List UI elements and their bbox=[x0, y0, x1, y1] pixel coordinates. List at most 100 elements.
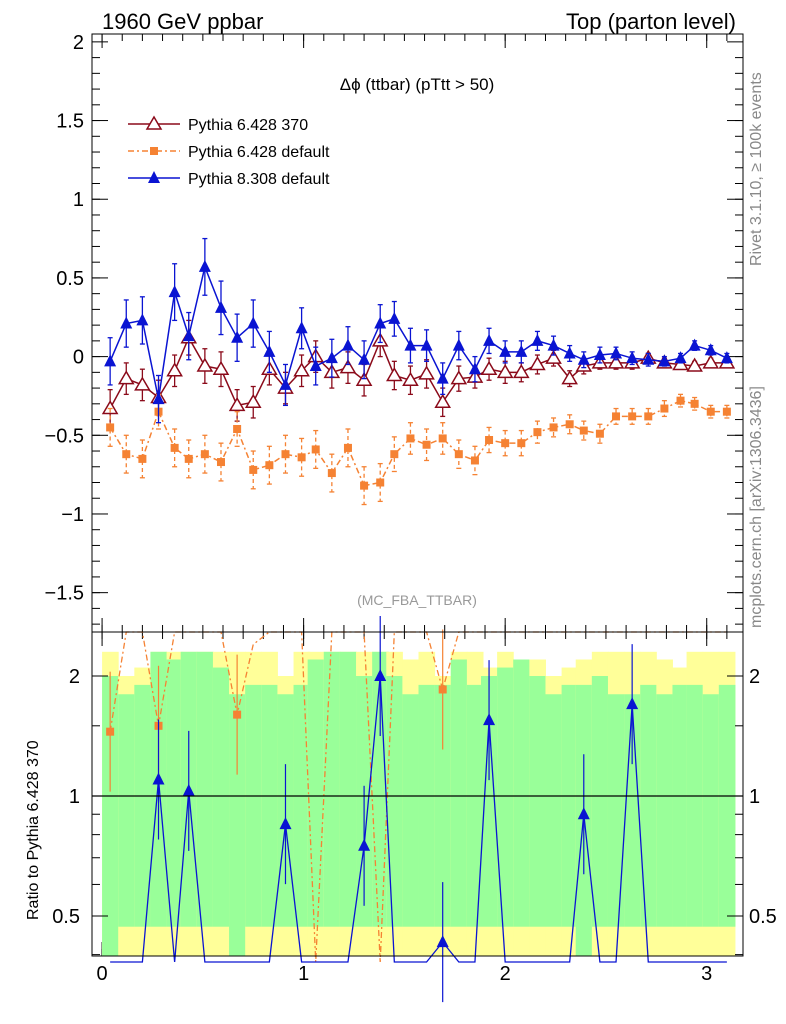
data-point bbox=[674, 351, 687, 364]
uncertainty-band-inner bbox=[386, 676, 403, 927]
data-point bbox=[533, 428, 542, 437]
ratio-y-tick-label: 1 bbox=[69, 786, 80, 808]
data-point bbox=[626, 351, 639, 364]
data-point bbox=[642, 352, 655, 365]
data-point bbox=[402, 371, 419, 386]
ratio-point bbox=[106, 727, 115, 736]
data-point bbox=[577, 352, 590, 365]
data-point bbox=[452, 338, 465, 351]
main-axes: 0 1 2 3 −1.5 −1 −0.5 0 0.5 1 1.5 2 bbox=[45, 32, 743, 985]
data-point bbox=[106, 423, 115, 432]
data-point bbox=[297, 453, 306, 462]
ratio-ylabel: Ratio to Pythia 6.428 370 bbox=[25, 740, 42, 920]
series-line bbox=[109, 264, 728, 400]
uncertainty-band-inner bbox=[591, 676, 609, 927]
legend-label: Pythia 6.428 default bbox=[188, 144, 330, 161]
data-point bbox=[200, 450, 209, 459]
data-point bbox=[422, 440, 431, 449]
y-tick-label: 1.5 bbox=[56, 111, 84, 133]
uncertainty-band-inner bbox=[166, 659, 184, 927]
data-point bbox=[279, 377, 292, 390]
uncertainty-band-inner bbox=[529, 676, 546, 927]
data-point bbox=[117, 370, 135, 385]
data-point bbox=[265, 461, 274, 470]
data-point bbox=[358, 352, 371, 365]
data-point bbox=[343, 443, 352, 452]
data-point bbox=[722, 407, 731, 416]
ratio-point bbox=[182, 783, 195, 796]
uncertainty-band-inner bbox=[497, 667, 514, 927]
data-point bbox=[512, 363, 530, 379]
ratio-axes: 0.5 0.5 1 1 2 2 bbox=[52, 666, 777, 956]
data-point bbox=[676, 396, 685, 405]
y-tick-label: −1 bbox=[61, 504, 84, 526]
ratio-line bbox=[110, 675, 727, 963]
data-point bbox=[281, 450, 290, 459]
ratio-frame bbox=[91, 631, 744, 957]
data-point bbox=[152, 392, 165, 405]
y-tick-label: 0 bbox=[73, 347, 84, 369]
legend-marker bbox=[145, 115, 163, 130]
watermark: (MC_FBA_TTBAR) bbox=[357, 592, 477, 608]
uncertainty-band-inner bbox=[466, 684, 484, 927]
data-point bbox=[610, 346, 623, 359]
y-tick-label: 1 bbox=[73, 189, 84, 211]
data-point bbox=[579, 426, 588, 435]
ratio-point bbox=[626, 697, 639, 710]
uncertainty-band-inner bbox=[607, 694, 625, 927]
data-point bbox=[295, 321, 308, 334]
data-point bbox=[309, 359, 322, 372]
uncertainty-band-inner bbox=[134, 684, 151, 927]
data-point bbox=[216, 458, 225, 467]
y-tick-label: −1.5 bbox=[45, 583, 84, 605]
data-point bbox=[628, 412, 637, 421]
uncertainty-band-inner bbox=[561, 684, 579, 927]
data-point bbox=[418, 365, 435, 380]
ratio-y-tick-label-right: 1 bbox=[749, 786, 760, 808]
data-point bbox=[468, 362, 481, 375]
series-line bbox=[109, 336, 727, 409]
data-point bbox=[138, 454, 147, 463]
data-point bbox=[438, 434, 447, 443]
chart-title: Δϕ (ttbar) (pTtt > 50) bbox=[340, 75, 495, 94]
data-point bbox=[311, 445, 320, 454]
ratio-y-tick-label: 0.5 bbox=[52, 906, 80, 928]
uncertainty-band-inner bbox=[434, 684, 452, 927]
data-point bbox=[170, 443, 179, 452]
ratio-point bbox=[233, 710, 242, 719]
uncertainty-band-inner bbox=[624, 694, 641, 927]
ratio-point bbox=[436, 935, 449, 948]
x-tick-label: 0 bbox=[97, 963, 108, 985]
data-point bbox=[499, 344, 512, 357]
data-point bbox=[360, 481, 369, 490]
ratio-point bbox=[438, 685, 447, 694]
ratio-point bbox=[279, 817, 292, 830]
data-point bbox=[660, 404, 669, 413]
data-point bbox=[263, 344, 276, 357]
data-point bbox=[228, 396, 246, 412]
data-point bbox=[214, 300, 227, 313]
ratio-y-tick-label-right: 0.5 bbox=[749, 906, 777, 928]
uncertainty-band-inner bbox=[640, 684, 657, 927]
legend-label: Pythia 6.428 370 bbox=[188, 117, 308, 134]
data-point bbox=[496, 363, 514, 379]
data-point bbox=[450, 370, 468, 385]
uncertainty-band-inner bbox=[513, 659, 530, 927]
uncertainty-band-inner bbox=[102, 676, 119, 956]
data-point bbox=[374, 316, 387, 329]
data-point bbox=[134, 376, 151, 391]
uncertainty-band-inner bbox=[212, 667, 230, 927]
data-point bbox=[515, 344, 528, 357]
series-line bbox=[109, 399, 727, 487]
uncertainty-band-inner bbox=[450, 659, 468, 927]
data-point bbox=[517, 439, 526, 448]
data-point bbox=[470, 456, 479, 465]
data-point bbox=[233, 424, 242, 433]
data-point bbox=[434, 393, 451, 408]
uncertainty-band-inner bbox=[323, 651, 341, 927]
main-series bbox=[101, 237, 736, 506]
legend-marker bbox=[150, 147, 158, 155]
data-point bbox=[607, 354, 625, 369]
data-point bbox=[420, 338, 433, 351]
